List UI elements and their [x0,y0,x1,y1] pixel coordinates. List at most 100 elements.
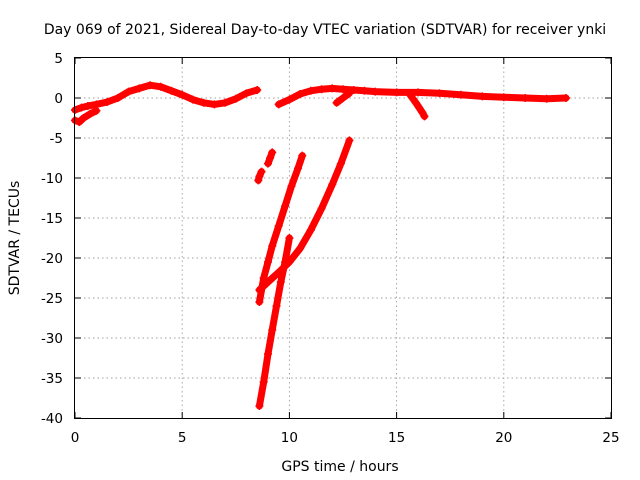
y-axis-label: SDTVAR / TECUs [7,181,23,296]
data-point [328,180,337,189]
data-point [561,94,570,102]
data-point [293,164,302,173]
data-point [113,94,122,102]
data-point [242,89,251,98]
data-point [285,234,294,242]
data-point [92,106,101,115]
data-point [499,93,508,102]
x-tick-labels: 0 5 10 15 20 25 [71,430,620,446]
data-point [392,88,401,97]
data-point [306,226,315,234]
data-point [328,84,337,93]
data-point [478,92,487,101]
data-point [405,90,414,98]
data-point [287,182,296,190]
data-point [345,89,354,98]
data-point [255,298,264,306]
data-point [255,286,264,294]
data-point [178,90,187,99]
data-point [360,86,369,95]
data-point [253,86,262,94]
data-point [254,176,263,185]
data-point [263,258,272,266]
y-tick-label: -30 [41,331,63,347]
data-point [285,258,294,266]
data-point [339,94,347,102]
y-tick-label: -25 [41,291,63,307]
data-point [135,84,144,93]
x-tick-label: 0 [71,430,80,446]
data-point [156,82,165,91]
plot-frame [74,57,612,419]
chart-title: Day 069 of 2021, Sidereal Day-to-day VTE… [44,22,606,38]
x-tick-label: 5 [178,430,187,446]
data-point [296,244,305,253]
x-tick-label: 10 [281,430,298,446]
y-tick-label: -5 [50,131,63,147]
data-point [188,95,197,104]
data-point [86,110,95,118]
data-point [259,274,268,282]
data-point [274,268,283,277]
data-point [255,172,264,181]
data-point [231,94,240,103]
data-point [281,202,290,210]
y-tick-label: -20 [41,251,63,267]
data-point [542,94,551,103]
data-point [268,242,277,250]
y-tick-label: 5 [54,51,63,67]
data-point [296,90,305,98]
data-point [336,159,345,168]
data-point [274,222,283,230]
x-axis-label: GPS time / hours [281,459,398,475]
data-point [199,98,208,107]
data-point [420,112,429,121]
y-tick-labels: 5 0 -5 -10 -15 -20 -25 -30 -35 -40 [41,51,63,427]
data-point [272,302,281,310]
y-tick-label: 0 [54,91,63,107]
x-tick-label: 25 [602,430,619,446]
data-point [349,86,358,94]
series-dropping-segment [406,90,428,120]
data-point [124,87,133,96]
data-point [257,167,266,176]
data-point [317,204,326,213]
data-point [263,278,272,286]
data-point [266,154,275,162]
data-point [83,102,92,110]
x-tick-label: 15 [388,430,405,446]
data-point [77,103,86,112]
data-point [285,95,294,104]
data-point [146,81,155,90]
data-point [79,114,88,122]
data-point [332,98,341,107]
data-point [339,85,347,94]
y-tick-label: -10 [41,171,63,187]
data-point [317,85,326,94]
data-point [255,402,264,410]
data-point [345,136,354,145]
y-tick-label: -40 [41,411,63,427]
data-point [276,278,285,286]
data-point [268,326,277,334]
data-point [274,100,283,109]
data-series [71,81,570,410]
data-point [210,100,219,109]
x-tick-label: 20 [495,430,512,446]
data-point [306,86,315,95]
data-point [263,350,272,358]
data-point [263,159,272,168]
data-point [521,94,530,102]
data-point [298,151,307,160]
data-point [268,148,277,157]
data-point [371,87,380,96]
y-tick-label: -35 [41,371,63,387]
data-point [221,98,230,107]
data-point [411,98,420,107]
data-point [456,90,465,99]
data-point [435,89,444,98]
series-arc-diagonal [255,136,353,294]
data-point [75,118,84,126]
